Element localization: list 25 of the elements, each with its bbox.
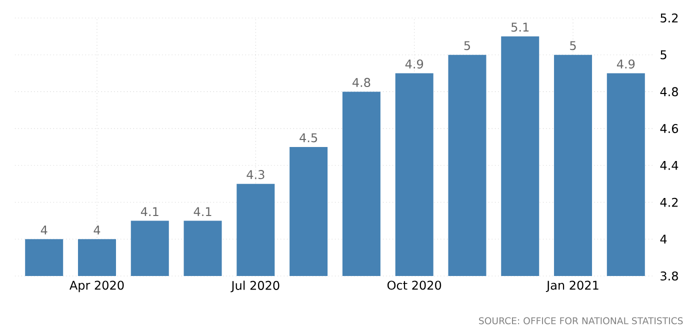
y-tick-label: 5.2	[660, 13, 678, 23]
x-tick-label: Jul 2020	[230, 280, 280, 292]
data-label: 4	[40, 226, 48, 234]
source-note: SOURCE: OFFICE FOR NATIONAL STATISTICS	[479, 317, 683, 324]
data-label: 4.1	[194, 207, 212, 216]
x-tick-label: Jan 2021	[546, 280, 598, 292]
data-label: 4.8	[352, 78, 370, 87]
data-label: 4.1	[140, 207, 158, 216]
data-label: 5.1	[512, 22, 529, 32]
y-tick-label: 4.6	[660, 124, 678, 134]
data-label: 5	[570, 41, 576, 50]
data-label: 5	[464, 41, 470, 50]
data-label: 4.3	[246, 170, 264, 180]
data-label: 4.9	[616, 59, 635, 69]
data-label: 4.9	[405, 59, 424, 69]
x-tick-label: Apr 2020	[70, 280, 124, 292]
x-tick-label: Oct 2020	[387, 280, 442, 290]
y-tick-label: 4.8	[660, 87, 678, 96]
y-tick-label: 3.8	[660, 271, 678, 281]
y-tick-label: 4	[660, 234, 667, 244]
data-label: 4.5	[300, 133, 318, 142]
y-tick-label: 5	[660, 50, 666, 60]
y-tick-label: 4.4	[660, 161, 678, 170]
data-label: 4	[94, 226, 100, 234]
y-tick-label: 4.2	[660, 198, 678, 207]
